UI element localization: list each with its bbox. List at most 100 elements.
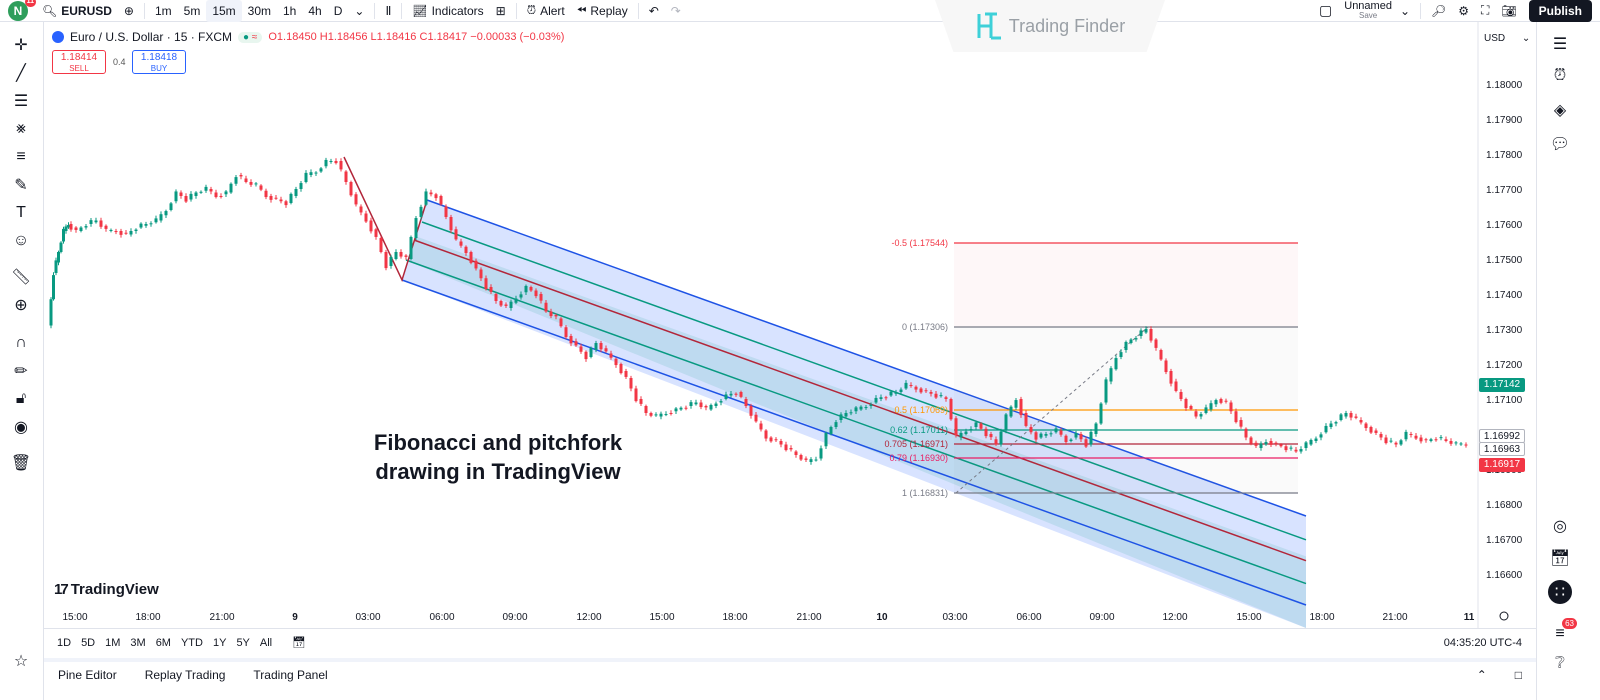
- user-avatar[interactable]: N 11: [8, 0, 36, 21]
- undo-button[interactable]: ↶: [643, 0, 665, 22]
- range-1m[interactable]: 1M: [105, 636, 121, 649]
- candle-body: [1189, 406, 1193, 410]
- alarm-clock-icon[interactable]: ⏰︎: [1553, 67, 1567, 84]
- eye-icon[interactable]: ◉: [14, 419, 28, 436]
- range-5d[interactable]: 5D: [81, 636, 96, 649]
- trend-line-icon[interactable]: ╱: [16, 65, 26, 82]
- range-5y[interactable]: 5Y: [236, 636, 250, 649]
- buy-button[interactable]: 1.18418 BUY: [132, 50, 186, 74]
- settings-button[interactable]: ⚙: [1452, 0, 1475, 22]
- lock-drawing-icon[interactable]: ✏: [14, 363, 28, 380]
- star-icon[interactable]: ☆: [13, 653, 29, 670]
- crosshair-icon[interactable]: ✛: [14, 37, 28, 54]
- pitchfork-drawing[interactable]: [343, 156, 1307, 628]
- chat-icon[interactable]: 💬︎: [1549, 136, 1571, 153]
- broadcast-icon[interactable]: ≡ 63: [1545, 618, 1577, 646]
- candle-body: [1219, 399, 1223, 403]
- candle-body: [574, 341, 578, 346]
- time-axis[interactable]: 15:00 18:00 21:00 9 03:00 06:00 09:00 12:00 15:0…: [62, 611, 1509, 623]
- layout-save-button[interactable]: ▢ Unnamed Save ⌄: [1313, 0, 1416, 22]
- currency-selector[interactable]: USD ⌄: [1484, 33, 1530, 44]
- help-icon[interactable]: ❔︎: [1555, 655, 1565, 672]
- candle-body: [1114, 358, 1118, 370]
- range-6m[interactable]: 6M: [155, 636, 171, 649]
- quick-search-button[interactable]: 🔎︎: [1425, 0, 1452, 22]
- price-axis[interactable]: 1.18000 1.17900 1.17800 1.17700 1.17600 1.175…: [1477, 22, 1523, 628]
- go-to-date-button[interactable]: 📅︎: [287, 636, 311, 649]
- candle-body: [704, 406, 708, 408]
- range-ytd[interactable]: YTD: [180, 636, 203, 649]
- price-tick-label: 1.17300: [1486, 325, 1523, 336]
- alert-button[interactable]: ⏰︎ Alert: [521, 0, 571, 22]
- interval-1m[interactable]: 1m: [154, 3, 172, 18]
- maximize-panel-button[interactable]: □: [1501, 668, 1536, 682]
- candle-body: [1039, 433, 1043, 438]
- emoji-icon[interactable]: ☺: [12, 232, 30, 249]
- candle-body: [1429, 439, 1433, 441]
- calendar-icon[interactable]: 📅︎: [1549, 550, 1571, 567]
- candle-body: [764, 430, 768, 439]
- candle-body: [729, 393, 733, 396]
- ruler-icon[interactable]: 📏︎: [10, 269, 32, 286]
- interval-d[interactable]: D: [333, 3, 343, 18]
- range-1d[interactable]: 1D: [57, 636, 72, 649]
- layers-icon[interactable]: ◈: [1553, 102, 1567, 119]
- tab-trading-panel[interactable]: Trading Panel: [253, 668, 328, 682]
- interval-dropdown[interactable]: ⌄: [348, 0, 370, 22]
- top-toolbar: N 11 🔍︎ EURUSD ⊕ 1m 5m 15m 30m 1h 4h D ⌄…: [0, 0, 1600, 22]
- redo-button[interactable]: ↷: [665, 0, 687, 22]
- interval-5m[interactable]: 5m: [183, 3, 201, 18]
- replay-button[interactable]: ⏪︎ Replay: [571, 0, 634, 22]
- pattern-icon[interactable]: ⨳: [16, 120, 26, 137]
- candle-body: [544, 302, 548, 312]
- fullscreen-button[interactable]: ⛶: [1475, 0, 1495, 22]
- candle-body: [319, 168, 323, 172]
- symbol-title[interactable]: Euro / U.S. Dollar · 15 · FXCM: [70, 30, 233, 44]
- watchlist-icon[interactable]: ☰: [1552, 36, 1568, 53]
- tab-replay-trading[interactable]: Replay Trading: [144, 668, 226, 682]
- interval-1h[interactable]: 1h: [283, 3, 297, 18]
- tab-pine-editor[interactable]: Pine Editor: [58, 668, 117, 682]
- interval-4h[interactable]: 4h: [308, 3, 322, 18]
- symbol-search[interactable]: 🔍︎ EURUSD: [36, 0, 118, 22]
- lock-icon[interactable]: 🔓︎: [15, 390, 27, 407]
- range-3m[interactable]: 3M: [130, 636, 146, 649]
- indicators-button[interactable]: 📈︎ Indicators: [406, 0, 489, 22]
- candle-body: [1244, 428, 1248, 438]
- candle-body: [719, 401, 723, 403]
- search-icon: 🔎︎: [1431, 3, 1447, 18]
- range-1y[interactable]: 1Y: [212, 636, 227, 649]
- candle-body: [1409, 434, 1413, 435]
- tradingview-logo[interactable]: 17 TradingView: [54, 581, 159, 598]
- candle-body: [67, 225, 70, 228]
- range-all[interactable]: All: [259, 636, 273, 649]
- snapshot-button[interactable]: 📷︎: [1495, 0, 1522, 22]
- candle-body: [1064, 435, 1068, 443]
- publish-button[interactable]: Publish: [1528, 0, 1592, 22]
- collapse-panel-button[interactable]: ⌃: [1463, 668, 1501, 682]
- candle-body: [734, 393, 738, 395]
- apps-grid-icon[interactable]: ∷: [1548, 580, 1572, 604]
- horizontal-lines-icon[interactable]: ☰: [13, 93, 29, 110]
- time-tick-label: 09:00: [1089, 612, 1114, 623]
- zoom-in-icon[interactable]: ⊕: [14, 297, 28, 314]
- candle-body: [1119, 352, 1123, 357]
- magnet-icon[interactable]: ∩: [15, 334, 27, 351]
- trash-icon[interactable]: 🗑︎: [10, 455, 32, 472]
- text-icon[interactable]: T: [16, 204, 26, 221]
- fib-tools-icon[interactable]: ≡: [16, 148, 26, 165]
- target-icon[interactable]: ◎: [1553, 518, 1567, 535]
- chart-type-button[interactable]: Ⅱ: [379, 0, 397, 22]
- price-chart[interactable]: -0.5 (1.17544) 0 (1.17306) 0.5 (1.17069) 0.…: [44, 22, 1536, 628]
- fibonacci-retracement[interactable]: -0.5 (1.17544) 0 (1.17306) 0.5 (1.17069) 0.…: [884, 238, 1298, 498]
- sell-button[interactable]: 1.18414 SELL: [52, 50, 106, 74]
- templates-button[interactable]: ⊞: [490, 0, 512, 22]
- brush-icon[interactable]: ✎: [14, 177, 28, 194]
- candle-body: [62, 228, 65, 242]
- clock[interactable]: 04:35:20 UTC-4: [1443, 636, 1522, 649]
- compare-symbol-button[interactable]: ⊕: [118, 0, 140, 22]
- interval-15m[interactable]: 15m: [206, 0, 242, 22]
- candle-body: [1334, 422, 1338, 424]
- gear-icon: ⚙: [1458, 3, 1470, 18]
- interval-30m[interactable]: 30m: [247, 3, 271, 18]
